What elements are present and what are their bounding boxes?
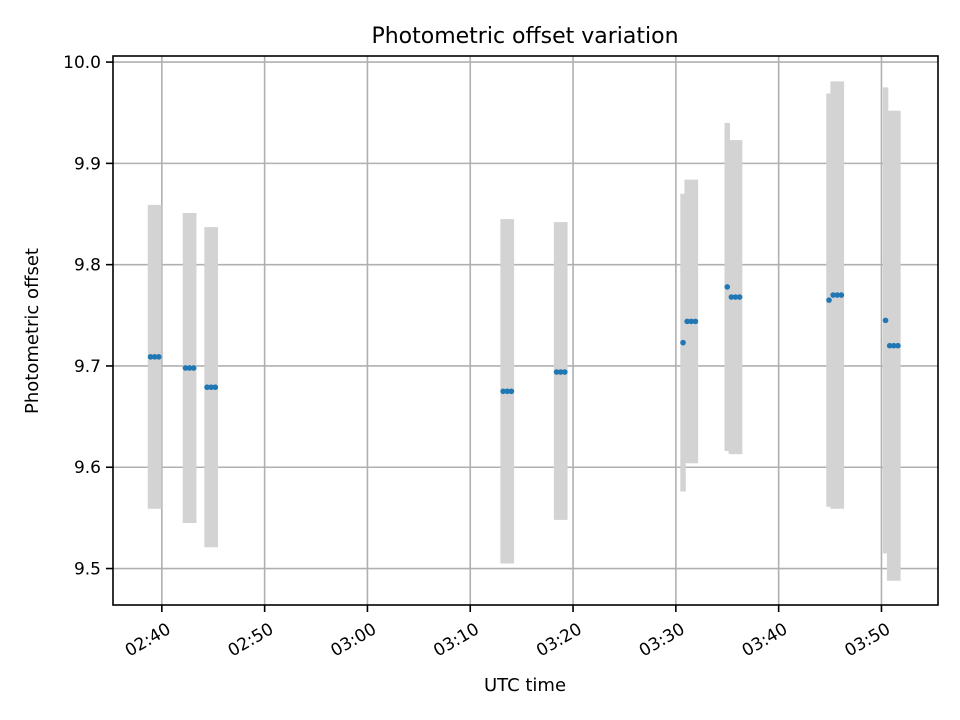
data-point xyxy=(882,317,889,324)
data-point xyxy=(692,318,699,325)
data-point xyxy=(204,384,210,391)
data-point xyxy=(182,365,189,371)
data-point xyxy=(728,294,735,300)
y-axis-label: Photometric offset xyxy=(22,248,43,414)
data-point xyxy=(208,384,214,391)
y-tick-label: 9.5 xyxy=(74,560,101,580)
y-tick-label: 9.7 xyxy=(74,357,101,377)
data-point xyxy=(155,354,162,360)
data-point xyxy=(186,365,193,371)
y-axis-ticks: 9.5 9.6 9.7 9.8 9.9 10.0 xyxy=(63,53,113,580)
data-point xyxy=(504,388,511,395)
data-points xyxy=(147,284,901,395)
y-tick-label: 9.8 xyxy=(74,256,101,276)
data-point xyxy=(890,342,897,349)
data-point xyxy=(212,384,219,391)
y-tick-label: 9.6 xyxy=(74,458,101,478)
data-point xyxy=(562,369,568,375)
data-point xyxy=(838,292,845,298)
data-point xyxy=(680,339,686,346)
data-point xyxy=(830,292,836,298)
data-point xyxy=(684,318,690,325)
data-point xyxy=(557,369,564,375)
y-tick-label: 10.0 xyxy=(63,53,101,73)
data-point xyxy=(724,284,731,290)
data-point xyxy=(732,294,739,300)
x-axis-label: UTC time xyxy=(484,675,566,696)
data-point xyxy=(736,294,743,300)
data-point xyxy=(508,388,515,395)
data-point xyxy=(834,292,841,298)
data-point xyxy=(688,318,695,325)
data-point xyxy=(826,297,832,303)
grid-lines xyxy=(113,56,938,605)
plot-area-frame xyxy=(112,55,939,606)
y-tick-label: 9.9 xyxy=(74,154,101,174)
data-point xyxy=(190,365,197,371)
chart-title: Photometric offset variation xyxy=(371,24,678,49)
data-point xyxy=(553,369,560,375)
data-point xyxy=(147,354,154,360)
data-point xyxy=(500,388,506,395)
data-point xyxy=(151,354,158,360)
data-point xyxy=(886,342,893,349)
data-point xyxy=(895,342,901,349)
